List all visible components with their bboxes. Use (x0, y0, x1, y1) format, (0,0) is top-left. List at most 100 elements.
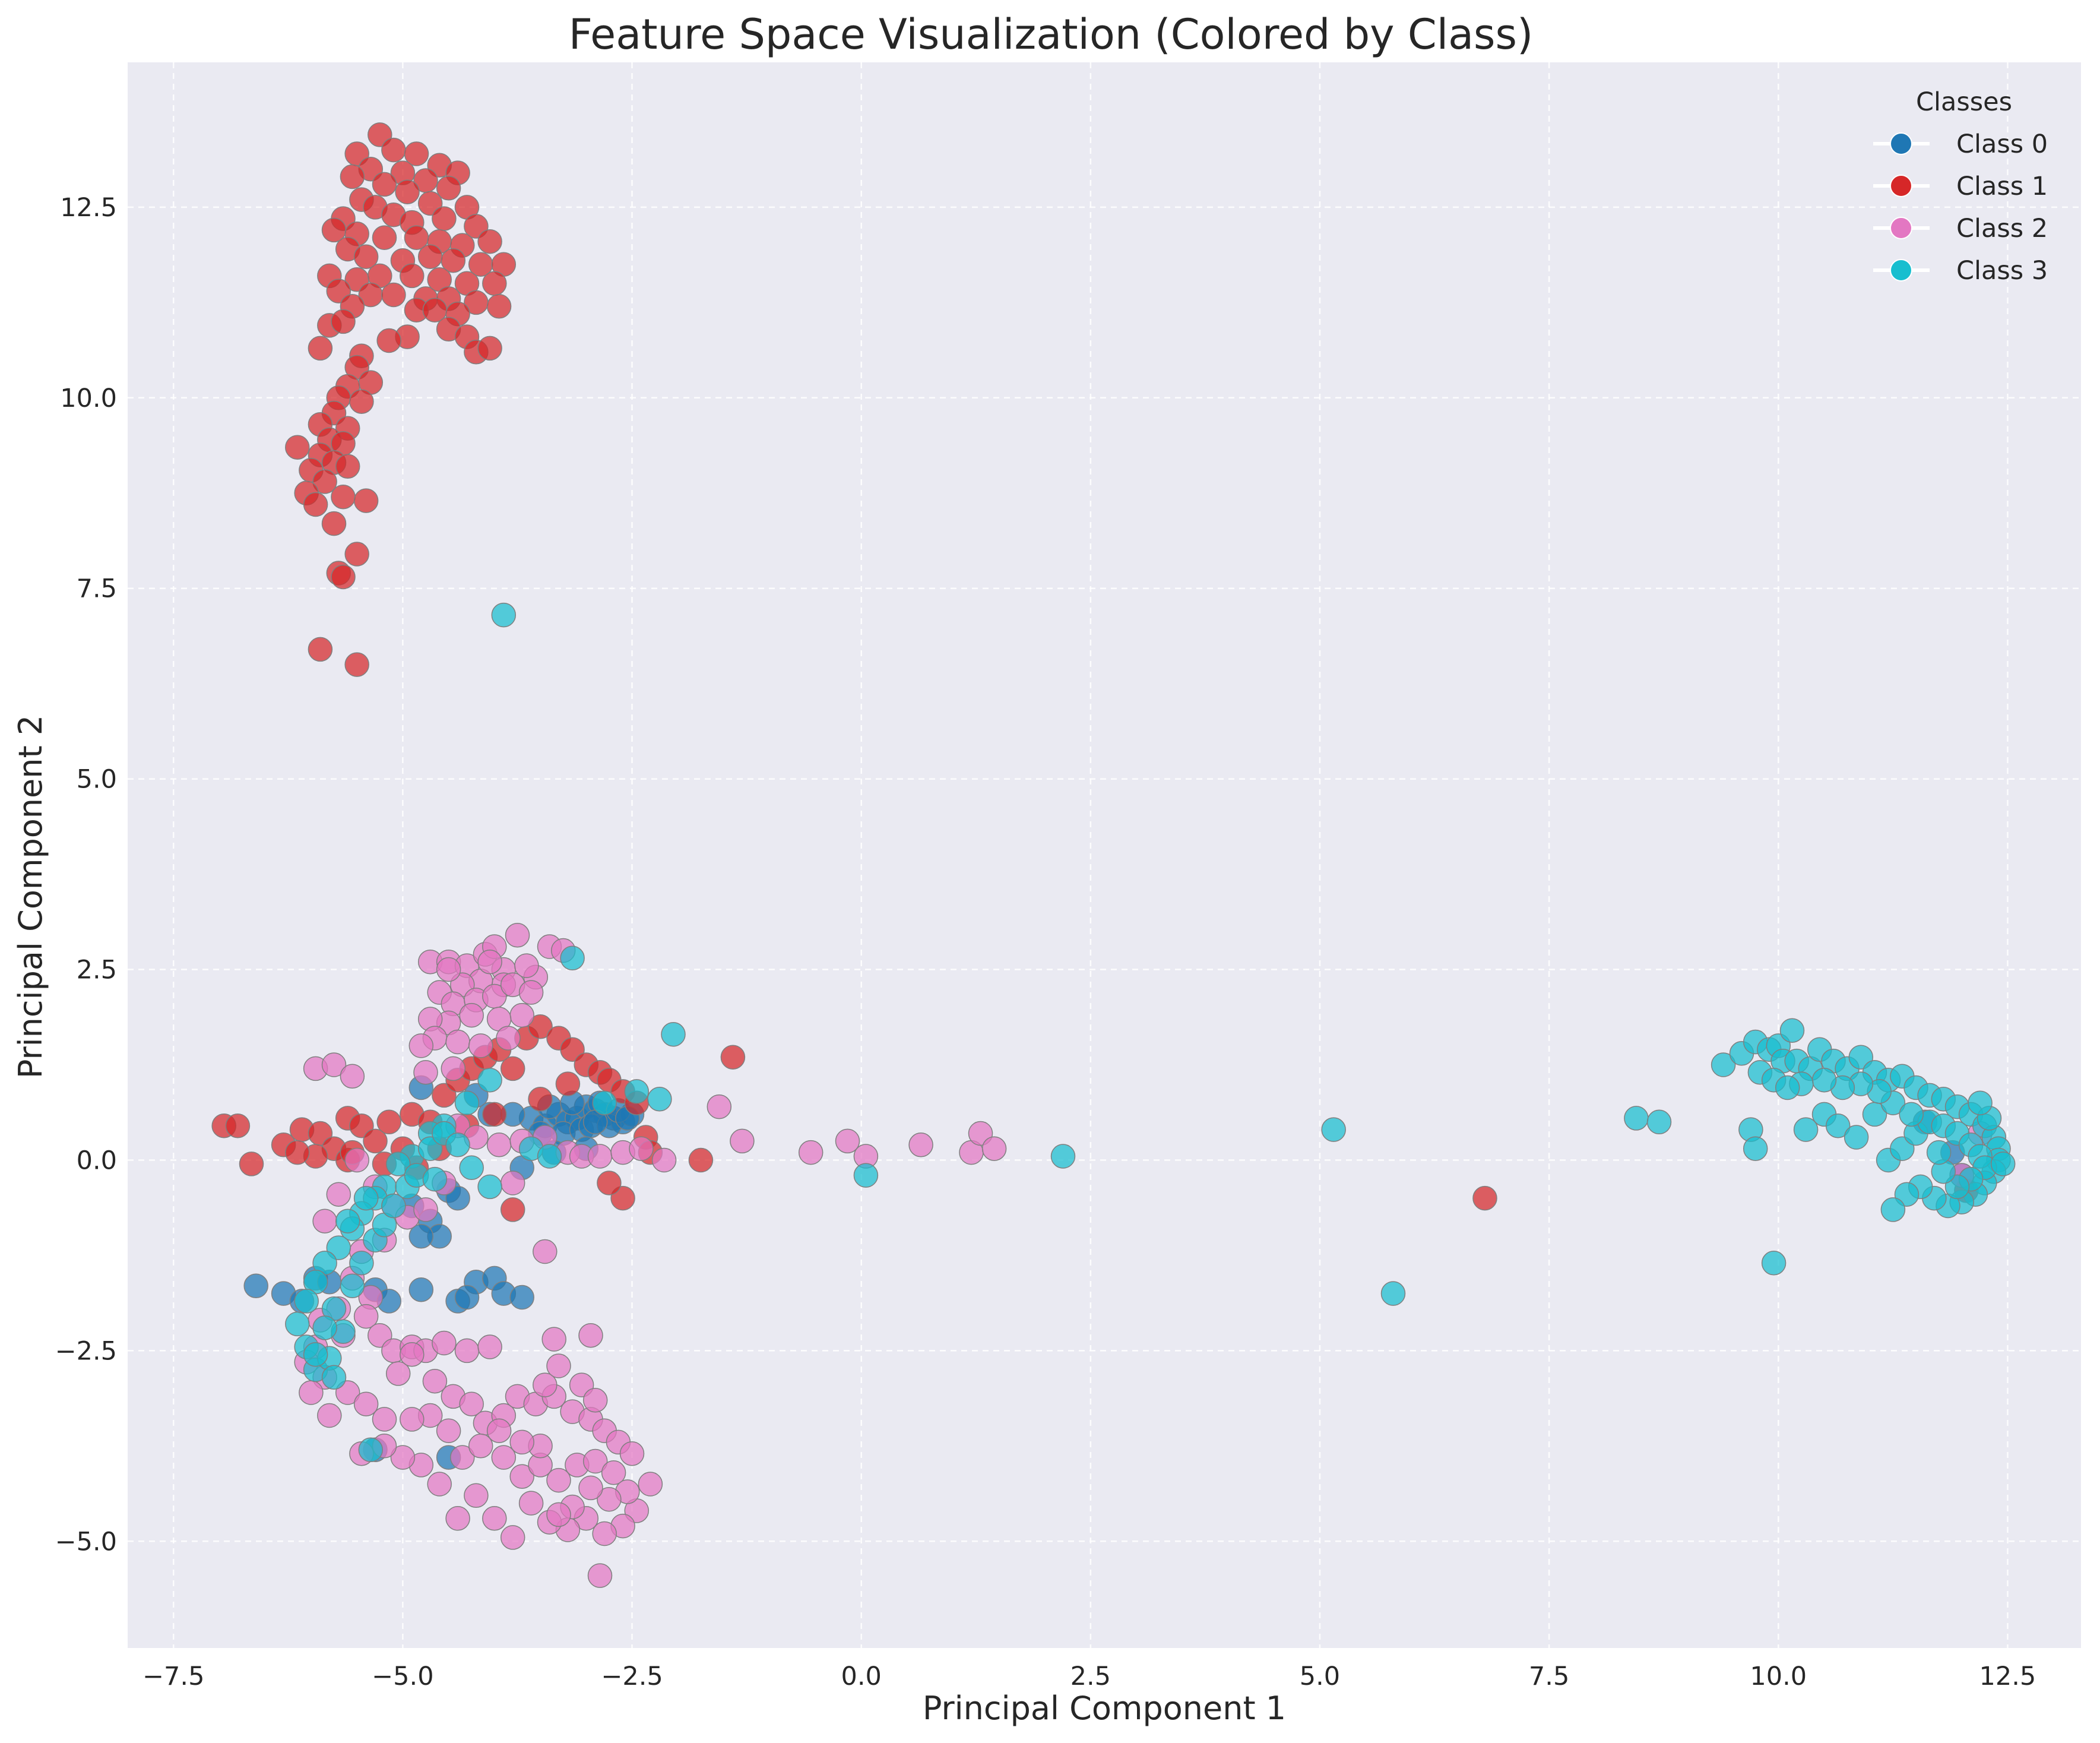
data-point (853, 1163, 879, 1188)
data-point (422, 1368, 448, 1394)
data-point (1775, 1075, 1800, 1100)
data-point (707, 1094, 732, 1119)
data-point (454, 1090, 480, 1115)
data-point (1990, 1152, 2016, 1176)
data-point (445, 1029, 470, 1055)
data-point (385, 1152, 411, 1176)
data-point (1472, 1185, 1497, 1211)
legend-label: Class 1 (1956, 172, 2048, 201)
data-point (400, 1342, 425, 1367)
data-point (390, 1445, 416, 1470)
data-point (353, 1391, 379, 1416)
data-point (491, 602, 517, 628)
data-point (326, 1182, 351, 1207)
data-point (509, 1464, 534, 1489)
data-point (308, 637, 333, 662)
data-point (400, 1407, 425, 1432)
data-point (578, 1323, 603, 1348)
data-points (211, 122, 2016, 1588)
data-point (1968, 1090, 1993, 1115)
data-point (436, 176, 461, 201)
data-point (528, 1087, 553, 1112)
data-point (514, 953, 539, 978)
y-tick-label: 0.0 (77, 1146, 117, 1175)
data-point (528, 1014, 553, 1039)
data-point (308, 336, 333, 361)
data-point (340, 1064, 365, 1089)
series-3 (285, 602, 2016, 1463)
legend-label: Class 2 (1956, 214, 2048, 243)
data-point (303, 1342, 328, 1367)
data-point (509, 1429, 534, 1455)
data-point (629, 1136, 654, 1161)
x-tick-label: 12.5 (1979, 1662, 2036, 1691)
data-point (592, 1090, 617, 1115)
data-point (408, 1033, 434, 1058)
x-tick-label: −7.5 (142, 1662, 204, 1691)
data-point (509, 1285, 534, 1310)
data-point (1743, 1136, 1768, 1161)
data-point (321, 1365, 347, 1390)
legend-items: Class 0 Class 1 Class 2 Class 3 (1873, 129, 2048, 286)
data-point (285, 1311, 310, 1337)
data-point (344, 1147, 369, 1173)
data-point (331, 564, 356, 590)
data-point (349, 1251, 374, 1276)
data-point (312, 1209, 337, 1233)
legend-label: Class 3 (1956, 256, 2048, 286)
data-point (285, 435, 310, 460)
data-point (239, 1152, 264, 1176)
data-point (638, 1472, 663, 1497)
legend-title: Classes (1916, 87, 2012, 117)
data-point (331, 484, 356, 510)
data-point (413, 1197, 438, 1222)
data-point (413, 1060, 438, 1085)
data-point (312, 1315, 337, 1340)
legend-item: Class 2 (1873, 214, 2048, 243)
legend: Classes Class 0 Class 1 Class 2 Class 3 (1873, 87, 2048, 286)
data-point (464, 1483, 489, 1508)
legend-marker (1890, 175, 1912, 197)
data-point (477, 336, 502, 361)
data-point (445, 1506, 470, 1531)
data-point (1793, 1117, 1819, 1142)
y-tick-label: 7.5 (77, 574, 117, 604)
data-point (537, 1144, 562, 1169)
data-point (601, 1460, 626, 1485)
x-tick-label: 7.5 (1529, 1662, 1569, 1691)
data-point (651, 1147, 677, 1173)
y-tick-label: −2.5 (55, 1336, 117, 1366)
data-point (285, 1140, 310, 1165)
data-point (533, 1372, 558, 1397)
data-point (1779, 1018, 1805, 1043)
data-point (349, 389, 374, 414)
data-point (500, 1056, 525, 1081)
y-tick-label: 10.0 (60, 384, 117, 413)
data-point (1926, 1140, 1952, 1165)
data-point (445, 1133, 470, 1157)
data-point (619, 1441, 645, 1466)
data-point (730, 1128, 755, 1154)
data-point (661, 1021, 686, 1047)
data-point (491, 1445, 517, 1470)
legend-marker (1890, 259, 1912, 281)
data-point (381, 1193, 406, 1219)
data-point (454, 1338, 480, 1364)
data-point (1624, 1106, 1649, 1131)
data-point (353, 488, 379, 513)
data-point (422, 1166, 448, 1192)
y-axis-ticks: −5.0 −2.5 0.0 2.5 5.0 7.5 10.0 12.5 (55, 193, 117, 1557)
data-point (477, 1334, 502, 1359)
data-point (505, 923, 530, 948)
data-point (500, 1197, 525, 1222)
data-point (482, 1506, 507, 1531)
data-point (454, 1285, 480, 1310)
data-point (541, 1327, 566, 1352)
data-point (477, 229, 502, 254)
data-point (908, 1133, 933, 1157)
x-tick-label: −5.0 (372, 1662, 433, 1691)
data-point (477, 1174, 502, 1200)
data-point (441, 1056, 466, 1081)
data-point (432, 206, 457, 231)
data-point (546, 1353, 571, 1378)
